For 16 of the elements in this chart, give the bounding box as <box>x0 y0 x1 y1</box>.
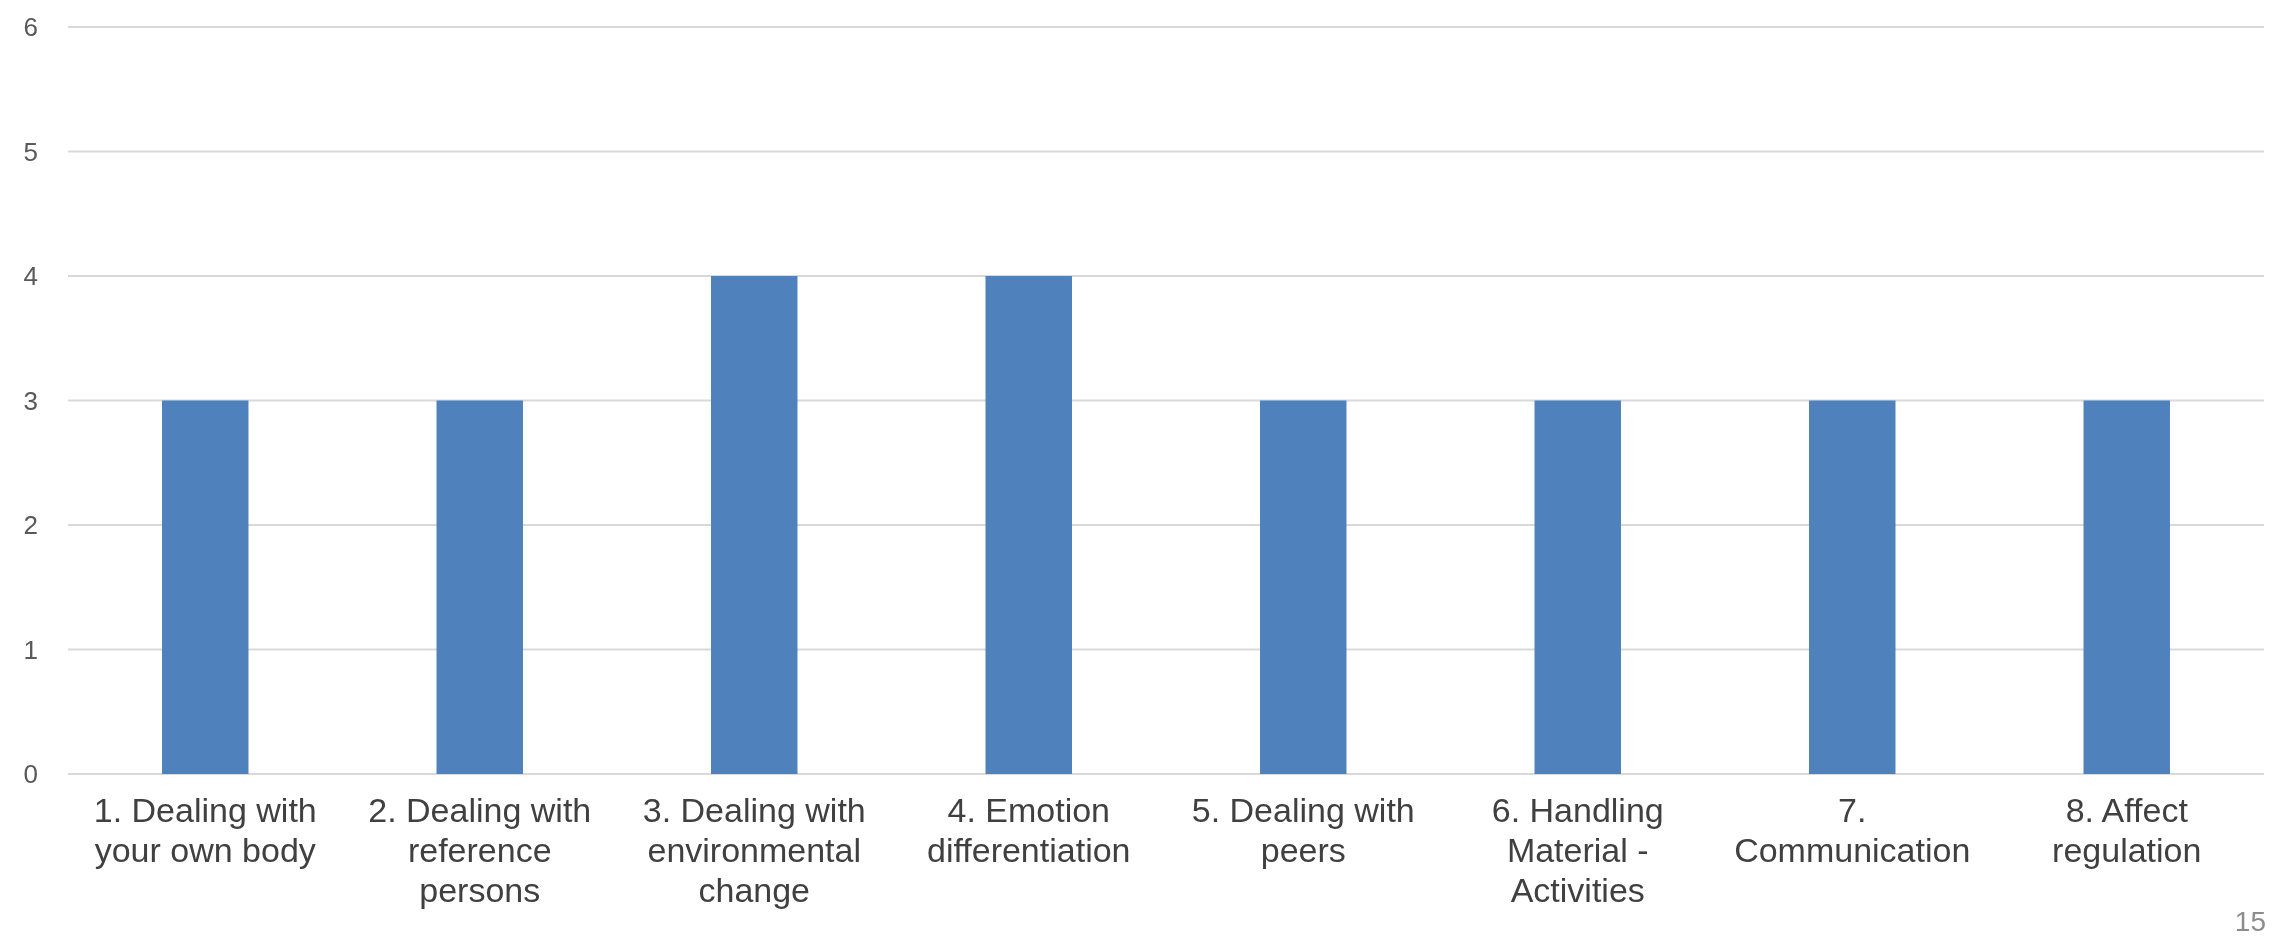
x-tick-label: 4. Emotion differentiation <box>926 791 1131 869</box>
y-tick-label: 5 <box>23 136 38 167</box>
y-tick-label: 6 <box>23 12 38 43</box>
y-tick-label: 0 <box>23 759 38 790</box>
text: 15 <box>2234 906 2266 937</box>
x-tick-label: 8. Affect regulation <box>2052 791 2202 869</box>
x-tick-label: 1. Dealing with your own body <box>93 791 317 869</box>
y-tick-label: 4 <box>23 261 38 292</box>
x-tick-label: 7. Communication <box>1734 791 1971 869</box>
y-tick-label: 1 <box>23 634 38 665</box>
x-tick-label: 5. Dealing with peers <box>1191 791 1415 869</box>
y-tick-label: 3 <box>23 385 38 416</box>
x-tick-label: 6. Handling Material - Activities <box>1491 791 1664 909</box>
y-tick-label: 2 <box>23 510 38 541</box>
x-tick-label: 2. Dealing with reference persons <box>368 791 592 909</box>
x-tick-label: 3. Dealing with environmental change <box>642 791 866 909</box>
